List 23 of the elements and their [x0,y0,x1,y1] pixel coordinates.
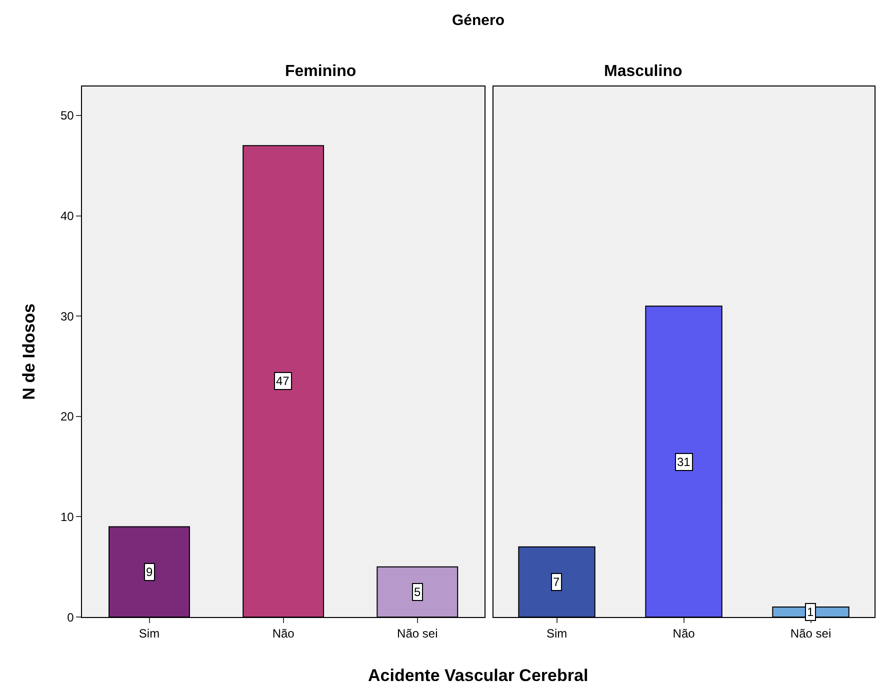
y-axis-title: N de Idosos [19,304,38,400]
data-label: 7 [553,575,560,589]
data-label: 31 [677,455,691,469]
y-tick-label: 40 [60,208,74,223]
data-label: 9 [146,565,153,579]
chart-title: Masculino [604,63,682,80]
data-label: 1 [807,605,814,619]
x-axis-title: Acidente Vascular Cerebral [368,666,588,685]
text: Género [452,12,505,29]
y-tick-label: 10 [60,510,74,524]
x-tick-label: Sim [138,626,160,640]
x-tick-label: Não sei [790,626,832,640]
chart-title: Feminino [285,63,356,80]
y-tick-label: 20 [60,410,74,424]
x-tick-label: Não [272,626,295,640]
y-tick-label: 30 [60,309,74,324]
x-tick-label: Não [672,626,696,640]
x-tick-label: Sim [546,626,568,640]
y-tick-label: 0 [67,610,74,624]
y-tick-label: 50 [60,108,74,123]
x-tick-label: Não sei [397,626,438,640]
data-label: 47 [276,374,290,388]
data-label: 5 [414,585,421,599]
